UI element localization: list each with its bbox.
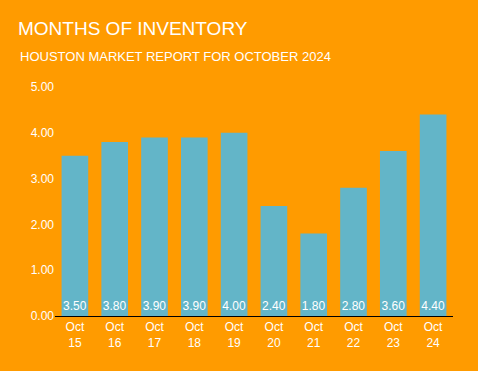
svg-text:5.00: 5.00 [31, 80, 55, 94]
svg-text:Oct16: Oct16 [105, 320, 124, 350]
svg-text:Oct15: Oct15 [66, 320, 85, 350]
svg-text:4.00: 4.00 [222, 299, 246, 313]
svg-text:Oct22: Oct22 [344, 320, 363, 350]
svg-text:3.60: 3.60 [381, 299, 405, 313]
svg-text:Oct17: Oct17 [145, 320, 164, 350]
svg-text:3.90: 3.90 [182, 299, 206, 313]
svg-text:3.50: 3.50 [63, 299, 87, 313]
svg-text:0.00: 0.00 [31, 309, 55, 323]
svg-text:Oct19: Oct19 [225, 320, 244, 350]
svg-text:2.80: 2.80 [342, 299, 366, 313]
svg-text:Oct23: Oct23 [384, 320, 403, 350]
svg-text:2.40: 2.40 [262, 299, 286, 313]
svg-text:Oct18: Oct18 [185, 320, 204, 350]
svg-text:MONTHS OF INVENTORY: MONTHS OF INVENTORY [18, 18, 248, 39]
svg-text:HOUSTON MARKET REPORT FOR OCTO: HOUSTON MARKET REPORT FOR OCTOBER 2024 [20, 49, 331, 64]
svg-text:1.00: 1.00 [31, 263, 55, 277]
svg-text:4.40: 4.40 [421, 299, 445, 313]
svg-text:1.80: 1.80 [302, 299, 326, 313]
svg-text:2.00: 2.00 [31, 218, 55, 232]
svg-text:Oct24: Oct24 [424, 320, 443, 350]
svg-text:3.00: 3.00 [31, 172, 55, 186]
svg-text:Oct20: Oct20 [265, 320, 284, 350]
svg-text:3.90: 3.90 [143, 299, 167, 313]
svg-text:3.80: 3.80 [103, 299, 127, 313]
svg-text:Oct21: Oct21 [304, 320, 323, 350]
svg-text:4.00: 4.00 [31, 126, 55, 140]
